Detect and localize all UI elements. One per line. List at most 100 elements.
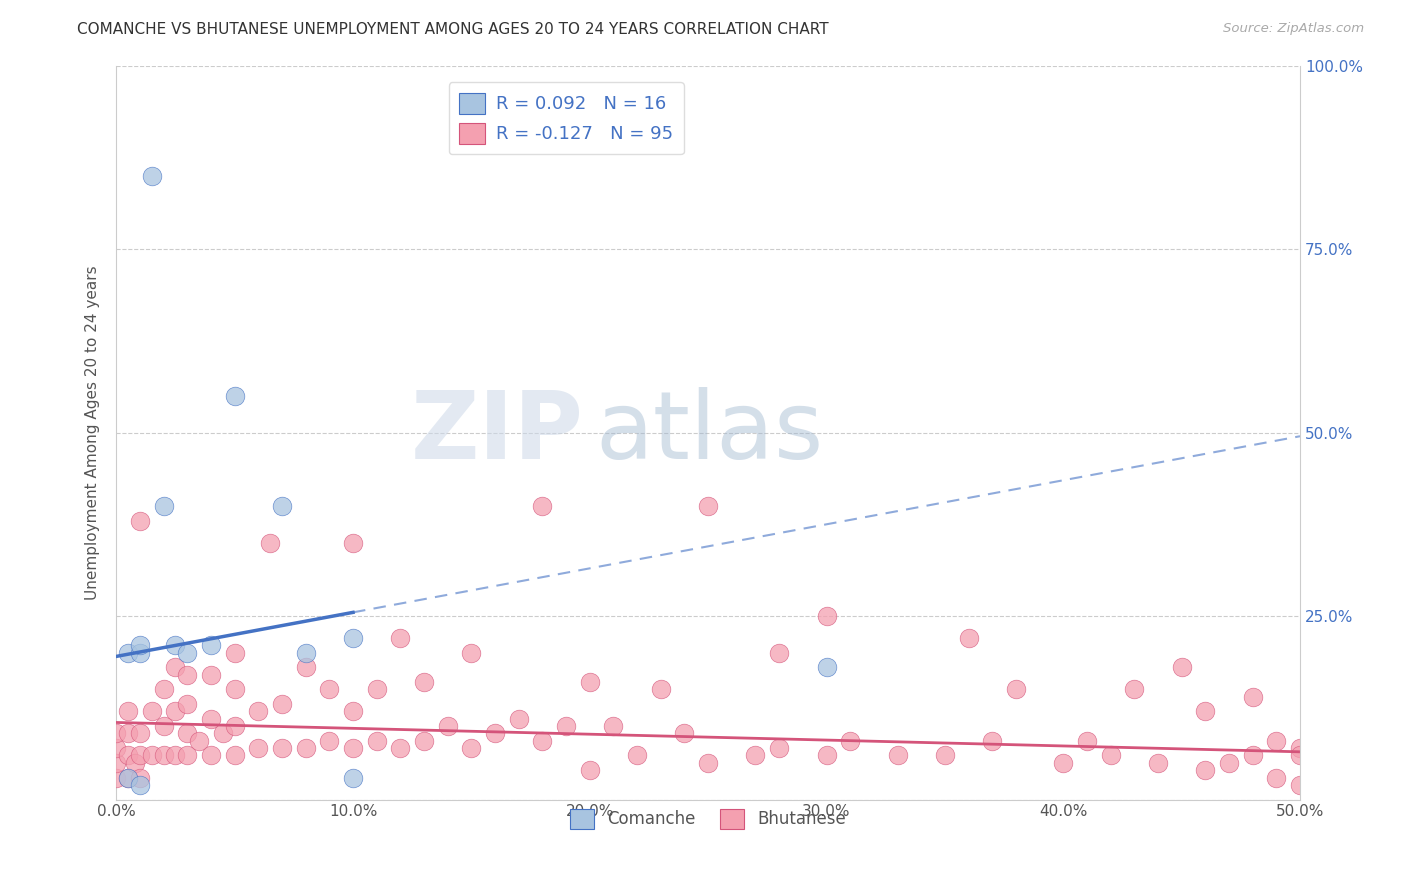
Point	[141, 748, 163, 763]
Point	[342, 631, 364, 645]
Point	[176, 748, 198, 763]
Point	[117, 705, 139, 719]
Point	[957, 631, 980, 645]
Point	[224, 682, 246, 697]
Point	[259, 535, 281, 549]
Point	[165, 748, 187, 763]
Point	[531, 499, 554, 513]
Point	[1194, 763, 1216, 777]
Point	[697, 499, 720, 513]
Point	[318, 682, 340, 697]
Point	[886, 748, 908, 763]
Point	[224, 389, 246, 403]
Point	[413, 675, 436, 690]
Point	[389, 631, 412, 645]
Point	[1170, 660, 1192, 674]
Point	[141, 705, 163, 719]
Point	[152, 499, 174, 513]
Point	[176, 667, 198, 681]
Point	[224, 719, 246, 733]
Point	[152, 748, 174, 763]
Point	[1289, 741, 1312, 756]
Point	[934, 748, 956, 763]
Point	[744, 748, 766, 763]
Point	[578, 675, 600, 690]
Point	[342, 705, 364, 719]
Point	[1289, 748, 1312, 763]
Point	[129, 514, 152, 528]
Point	[117, 748, 139, 763]
Point	[105, 741, 128, 756]
Point	[602, 719, 624, 733]
Point	[129, 646, 152, 660]
Point	[129, 771, 152, 785]
Text: atlas: atlas	[596, 386, 824, 479]
Point	[200, 667, 222, 681]
Point	[981, 734, 1004, 748]
Point	[1099, 748, 1122, 763]
Point	[188, 734, 211, 748]
Point	[815, 660, 838, 674]
Point	[294, 741, 316, 756]
Point	[176, 697, 198, 711]
Point	[531, 734, 554, 748]
Point	[129, 726, 152, 740]
Point	[815, 609, 838, 624]
Point	[200, 712, 222, 726]
Point	[294, 660, 316, 674]
Point	[124, 756, 146, 770]
Point	[117, 771, 139, 785]
Point	[1218, 756, 1240, 770]
Point	[165, 639, 187, 653]
Point	[200, 748, 222, 763]
Point	[508, 712, 530, 726]
Point	[1052, 756, 1074, 770]
Text: COMANCHE VS BHUTANESE UNEMPLOYMENT AMONG AGES 20 TO 24 YEARS CORRELATION CHART: COMANCHE VS BHUTANESE UNEMPLOYMENT AMONG…	[77, 22, 830, 37]
Point	[342, 535, 364, 549]
Point	[460, 646, 482, 660]
Point	[555, 719, 578, 733]
Point	[342, 741, 364, 756]
Point	[152, 719, 174, 733]
Point	[247, 705, 270, 719]
Point	[271, 741, 294, 756]
Text: ZIP: ZIP	[411, 386, 583, 479]
Point	[141, 169, 163, 183]
Point	[247, 741, 270, 756]
Point	[626, 748, 648, 763]
Point	[697, 756, 720, 770]
Point	[1265, 734, 1288, 748]
Point	[1147, 756, 1170, 770]
Point	[224, 646, 246, 660]
Point	[436, 719, 458, 733]
Point	[271, 697, 294, 711]
Point	[578, 763, 600, 777]
Point	[1265, 771, 1288, 785]
Point	[1241, 690, 1264, 704]
Point	[366, 734, 388, 748]
Point	[129, 639, 152, 653]
Point	[211, 726, 233, 740]
Point	[294, 646, 316, 660]
Point	[165, 660, 187, 674]
Point	[129, 778, 152, 792]
Point	[224, 748, 246, 763]
Point	[1005, 682, 1028, 697]
Point	[105, 726, 128, 740]
Legend: Comanche, Bhutanese: Comanche, Bhutanese	[564, 803, 852, 835]
Point	[1123, 682, 1146, 697]
Point	[271, 499, 294, 513]
Point	[1076, 734, 1098, 748]
Point	[460, 741, 482, 756]
Point	[413, 734, 436, 748]
Point	[768, 741, 790, 756]
Point	[176, 646, 198, 660]
Point	[815, 748, 838, 763]
Point	[105, 756, 128, 770]
Point	[165, 705, 187, 719]
Point	[650, 682, 672, 697]
Point	[318, 734, 340, 748]
Point	[152, 682, 174, 697]
Point	[176, 726, 198, 740]
Point	[1241, 748, 1264, 763]
